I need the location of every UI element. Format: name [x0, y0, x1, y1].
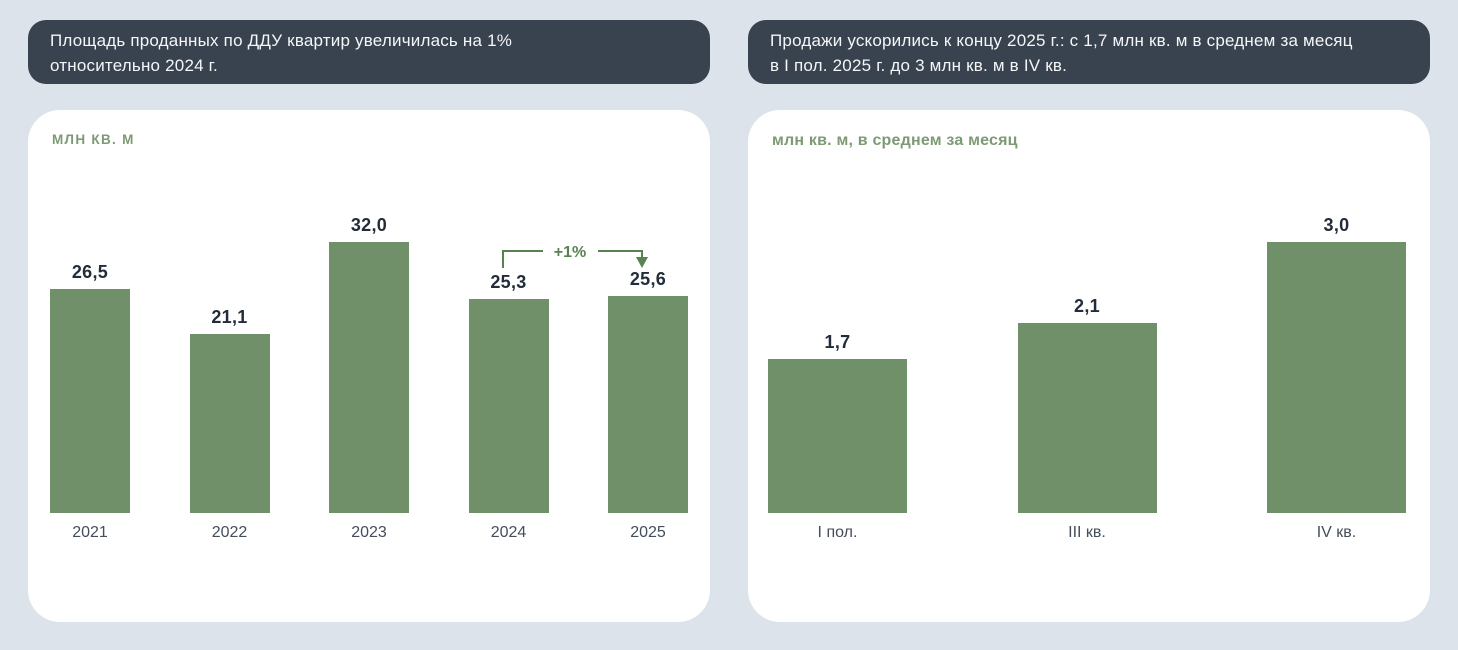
right-headline-line2: в I пол. 2025 г. до 3 млн кв. м в IV кв. [770, 56, 1068, 75]
axis-label: 2024 [490, 524, 527, 541]
axis-label: 2022 [211, 524, 248, 541]
axis-label: 2023 [351, 524, 387, 541]
right-x-axis: I пол. III кв. IV кв. [748, 524, 1430, 542]
axis-label: IV кв. [1316, 524, 1357, 541]
bar-value-label: 25,6 [629, 269, 667, 289]
axis-label: 2025 [630, 524, 666, 541]
bar [1017, 323, 1157, 513]
plus-one-percent-arrow-icon: +1% [502, 244, 648, 268]
bar-group: 2,1 [1017, 296, 1157, 513]
left-headline-line2: относительно 2024 г. [50, 56, 218, 75]
bar [608, 296, 688, 513]
bar [1267, 242, 1406, 513]
bar-group: 26,5 [50, 262, 130, 513]
bar-group: 21,1 [189, 307, 270, 513]
left-x-axis: 2021 2022 2023 2024 2025 [28, 524, 710, 542]
bar-chart-monthly-average: 1,7 2,1 3,0 [748, 215, 1430, 513]
bar-chart-sales-by-year: 26,5 21,1 32,0 25,3 25,6 [28, 215, 710, 513]
right-unit-label: млн кв. м, в среднем за месяц [772, 132, 1018, 149]
left-unit-label: млн кв. м [52, 132, 135, 147]
bar-value-label: 25,3 [490, 272, 527, 292]
left-headline-banner: Площадь проданных по ДДУ квартир увеличи… [28, 20, 710, 84]
bar-value-label: 21,1 [211, 307, 248, 327]
bar-value-label: 1,7 [824, 332, 851, 352]
left-chart-card: млн кв. м 26,5 21,1 32,0 25,3 25,6 2021 2022 2… [28, 110, 710, 622]
bar-group: 32,0 [329, 215, 409, 513]
right-headline-line1: Продажи ускорились к концу 2025 г.: с 1,… [770, 31, 1353, 50]
right-chart-card: млн кв. м, в среднем за месяц 1,7 2,1 3,0 … [748, 110, 1430, 622]
bar-value-label: 32,0 [350, 215, 388, 235]
bar [50, 289, 130, 513]
bar-group: 1,7 [768, 332, 907, 513]
axis-label: I пол. [817, 524, 858, 541]
right-headline-banner: Продажи ускорились к концу 2025 г.: с 1,… [748, 20, 1430, 84]
bar-group: 25,3 [468, 272, 549, 513]
bar-group: 3,0 [1267, 215, 1406, 513]
annotation-label: +1% [554, 244, 586, 261]
bar-value-label: 3,0 [1323, 215, 1350, 235]
bar-group: 25,6 [608, 269, 688, 513]
bar [468, 299, 549, 513]
bar [329, 242, 409, 513]
bar [189, 334, 270, 513]
left-headline-line1: Площадь проданных по ДДУ квартир увеличи… [50, 31, 513, 50]
bar [768, 359, 907, 513]
bar-value-label: 26,5 [71, 262, 109, 282]
axis-label: 2021 [72, 524, 108, 541]
bar-value-label: 2,1 [1074, 296, 1100, 316]
axis-label: III кв. [1068, 524, 1106, 541]
